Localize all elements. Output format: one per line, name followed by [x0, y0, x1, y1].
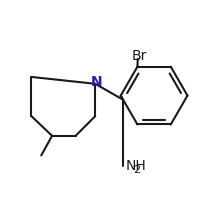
Text: 2: 2: [134, 165, 141, 175]
Text: N: N: [91, 75, 103, 89]
Text: Br: Br: [132, 49, 147, 63]
Text: NH: NH: [126, 159, 146, 173]
